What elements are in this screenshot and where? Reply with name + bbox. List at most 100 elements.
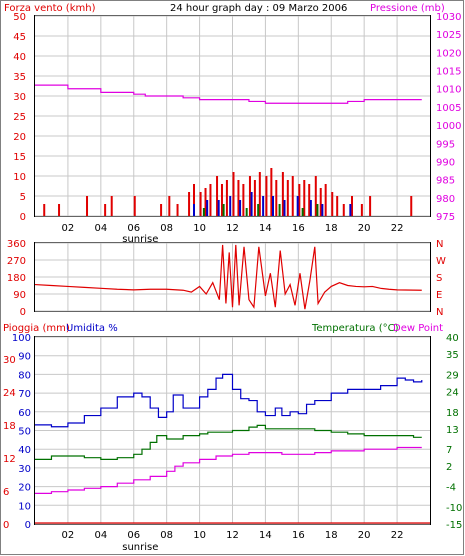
wind-avg-bar (222, 204, 225, 216)
weather-xtick-label: 14 (259, 530, 272, 541)
compass-label: S (436, 273, 442, 284)
weather-xtick-label: 20 (358, 530, 371, 541)
weather-xtick-label: 18 (325, 530, 338, 541)
pressure-ytick-label: 990 (436, 157, 455, 168)
temperature-ytick-label: 2 (446, 462, 452, 473)
wind-avg-bar (278, 204, 281, 216)
wind-avg-bar (245, 208, 248, 216)
rain-ytick-label: 18 (3, 421, 16, 432)
wind-gust-bar (168, 196, 171, 216)
wind-speed-bar (206, 200, 209, 216)
rain-ytick-label: 6 (3, 487, 9, 498)
temperature-ytick-label: 40 (446, 333, 459, 344)
wind-gust-bar (242, 184, 245, 216)
wind-speed-bar (239, 200, 242, 216)
wind-speed-bar (296, 196, 299, 216)
wind-gust-bar (410, 196, 413, 216)
humidity-ytick-label: 100 (12, 333, 31, 344)
temperature-ytick-label: -15 (446, 520, 462, 531)
wind-gust-bar (342, 204, 345, 216)
wind-ytick-label: 0 (20, 212, 26, 223)
dew-point-axis-title: Dew Point (393, 323, 443, 334)
pressure-ytick-label: 1015 (436, 67, 461, 78)
pressure-axis-title: Pressione (mb) (370, 3, 445, 14)
wind-xtick-label: 16 (292, 223, 305, 234)
wind-speed-bar (217, 200, 220, 216)
temperature-line (35, 424, 422, 460)
pressure-ytick-label: 1025 (436, 30, 461, 41)
wind-speed-bar (349, 204, 352, 216)
wind-gust-bar (193, 184, 195, 216)
wind-ytick-label: 25 (13, 112, 26, 123)
weather-xtick-label: 12 (226, 530, 239, 541)
wind-speed-bar (262, 196, 265, 216)
wind-ytick-label: 10 (13, 172, 26, 183)
wind-speed-bar (272, 196, 274, 216)
wind-gust-bar (204, 188, 207, 216)
direction-ytick-label: 180 (7, 273, 26, 284)
sunrise-label-bottom: sunrise (122, 542, 158, 553)
humidity-ytick-label: 60 (18, 408, 31, 419)
direction-line (34, 244, 422, 310)
wind-gust-bar (291, 176, 294, 216)
wind-gust-bar (270, 168, 273, 216)
temperature-ytick-label: -10 (446, 503, 462, 514)
wind-gust-bar (86, 196, 89, 216)
wind-avg-bar (202, 208, 205, 216)
weather-xtick-label: 22 (391, 530, 404, 541)
wind-gust-bar (232, 172, 235, 216)
wind-ytick-label: 45 (13, 32, 26, 43)
weather-xtick-label: 04 (94, 530, 107, 541)
humidity-ytick-label: 30 (18, 464, 31, 475)
direction-ytick-label: 90 (13, 290, 26, 301)
pressure-ytick-label: 995 (436, 139, 455, 150)
pressure-ytick-label: 1000 (436, 121, 461, 132)
wind-xtick-label: 08 (160, 223, 173, 234)
pressure-ytick-label: 1020 (436, 48, 461, 59)
wind-avg-bar (316, 204, 319, 216)
wind-gust-bar (253, 180, 256, 216)
compass-label: N (436, 239, 443, 250)
wind-ytick-label: 5 (20, 192, 26, 203)
wind-gust-bar (248, 176, 251, 216)
wind-gust-bar (104, 204, 107, 216)
weather-xtick-label: 06 (127, 530, 140, 541)
weather-xtick-label: 08 (160, 530, 173, 541)
wind-avg-bar (257, 204, 260, 216)
compass-label: W (436, 256, 446, 267)
wind-gust-bar (110, 196, 113, 216)
humidity-ytick-label: 20 (18, 483, 31, 494)
humidity-axis-title: Umidita % (66, 323, 118, 334)
wind-gust-bar (308, 184, 311, 216)
pressure-ytick-label: 980 (436, 194, 455, 205)
dew-point-line (35, 446, 422, 494)
temperature-axis-title: Temperatura (°C) (311, 323, 399, 334)
wind-gust-bar (176, 204, 179, 216)
rain-ytick-label: 0 (3, 520, 9, 531)
wind-avg-bar (301, 208, 304, 216)
wind-ytick-label: 15 (13, 152, 26, 163)
wind-speed-bar (250, 192, 253, 216)
wind-xtick-label: 22 (391, 223, 404, 234)
wind-ytick-label: 35 (13, 72, 26, 83)
wind-gust-bar (314, 176, 317, 216)
rain-ytick-label: 12 (3, 454, 16, 465)
humidity-ytick-label: 90 (18, 352, 31, 363)
weather-xtick-label: 02 (62, 530, 75, 541)
wind-xtick-label: 02 (62, 223, 75, 234)
wind-speed-bar (229, 196, 232, 216)
wind-xtick-label: 06 (127, 223, 140, 234)
humidity-ytick-label: 50 (18, 427, 31, 438)
rain-ytick-label: 30 (3, 355, 16, 366)
wind-gust-bar (258, 172, 261, 216)
wind-gust-bar (298, 184, 301, 216)
temperature-ytick-label: -4 (446, 483, 456, 494)
temperature-ytick-label: 13 (446, 425, 459, 436)
humidity-line (35, 373, 423, 428)
wind-ytick-label: 30 (13, 92, 26, 103)
pressure-line (35, 84, 422, 104)
wind-ytick-label: 20 (13, 132, 26, 143)
wind-xtick-label: 14 (259, 223, 272, 234)
